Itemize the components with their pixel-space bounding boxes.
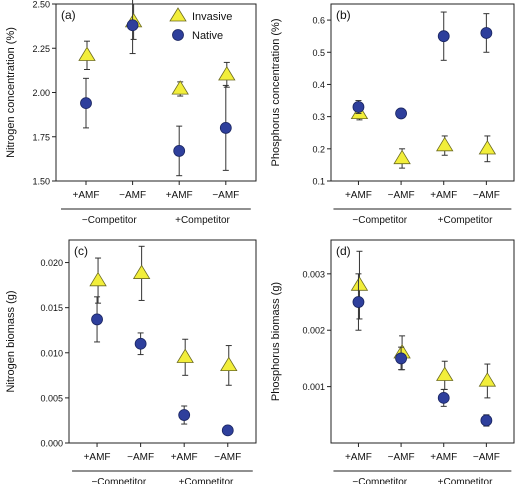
x-tick-label: −AMF: [212, 190, 239, 201]
invasive-point: [218, 66, 236, 81]
invasive-point: [220, 356, 238, 372]
x-tick-label: +AMF: [73, 190, 100, 201]
x-tick-label: +AMF: [345, 452, 372, 463]
native-point: [480, 27, 493, 39]
native-point: [395, 352, 407, 365]
legend-invasive-label: Invasive: [192, 11, 232, 23]
group-label: +Competitor: [175, 215, 230, 226]
native-point: [134, 337, 147, 350]
y-axis-label: Nitrogen biomass (g): [5, 290, 17, 392]
panel-label: (a): [61, 8, 76, 22]
panel-label: (b): [336, 8, 351, 22]
x-tick-label: +AMF: [345, 190, 372, 201]
x-tick-label: +AMF: [166, 190, 193, 201]
invasive-point: [78, 46, 96, 61]
native-point: [352, 296, 365, 308]
y-tick-label: 0.010: [40, 348, 63, 358]
invasive-point: [478, 372, 497, 387]
y-tick-label: 0.020: [40, 258, 63, 268]
legend-native-marker: [172, 29, 184, 41]
x-tick-label: −AMF: [473, 452, 500, 463]
group-label: −Competitor: [82, 215, 137, 226]
native-point: [219, 122, 232, 134]
native-point: [91, 313, 103, 326]
native-point: [480, 414, 493, 427]
native-point: [126, 19, 139, 32]
legend-native-label: Native: [192, 30, 223, 42]
native-point: [173, 145, 186, 157]
y-tick-label: 0.001: [302, 382, 325, 392]
invasive-point: [436, 366, 454, 381]
native-point: [352, 101, 365, 113]
y-tick-label: 1.50: [32, 177, 50, 187]
native-point: [437, 30, 450, 43]
invasive-point: [436, 136, 454, 152]
x-tick-label: −AMF: [388, 452, 415, 463]
y-tick-label: 0.005: [40, 393, 63, 403]
x-tick-label: −AMF: [214, 452, 241, 463]
native-point: [80, 97, 92, 110]
x-tick-label: −AMF: [473, 190, 500, 201]
native-point: [178, 409, 191, 421]
y-tick-label: 2.25: [32, 44, 50, 54]
group-label: +Competitor: [438, 477, 493, 484]
y-tick-label: 2.00: [32, 88, 50, 98]
native-point: [221, 424, 234, 437]
group-label: −Competitor: [352, 477, 407, 484]
x-tick-label: +AMF: [84, 452, 111, 463]
plot-frame: [68, 239, 257, 444]
invasive-point: [176, 348, 194, 363]
x-tick-label: −AMF: [127, 452, 154, 463]
y-tick-label: 0.003: [302, 269, 325, 279]
y-tick-label: 0.002: [302, 326, 325, 336]
y-tick-label: 0.4: [312, 80, 325, 90]
x-tick-label: +AMF: [430, 190, 457, 201]
x-tick-label: +AMF: [171, 452, 198, 463]
group-label: +Competitor: [179, 477, 234, 484]
invasive-point: [393, 149, 411, 165]
y-axis-label: Nitrogen concentration (%): [5, 27, 17, 158]
panel-label: (d): [336, 244, 351, 258]
y-tick-label: 0.1: [312, 177, 325, 187]
y-axis-label: Phosphorus concentration (%): [270, 19, 282, 167]
y-tick-label: 1.75: [32, 132, 50, 142]
y-tick-label: 2.50: [32, 0, 50, 10]
invasive-point: [89, 271, 107, 287]
y-tick-label: 0.000: [40, 439, 63, 449]
group-label: −Competitor: [91, 477, 146, 484]
y-tick-label: 0.3: [312, 112, 325, 122]
group-label: +Competitor: [438, 215, 493, 226]
y-tick-label: 0.5: [312, 48, 325, 58]
panel-label: (c): [74, 244, 88, 258]
plot-frame: [330, 3, 515, 182]
invasive-point: [478, 140, 497, 155]
y-tick-label: 0.015: [40, 303, 63, 313]
x-tick-label: +AMF: [430, 452, 457, 463]
group-label: −Competitor: [352, 215, 407, 226]
invasive-point: [171, 80, 189, 95]
plot-frame: [330, 239, 515, 444]
y-tick-label: 0.6: [312, 16, 325, 26]
x-tick-label: −AMF: [388, 190, 415, 201]
x-tick-label: −AMF: [119, 190, 146, 201]
native-point: [437, 391, 450, 404]
y-axis-label: Phosphorus biomass (g): [270, 282, 282, 401]
invasive-point: [350, 276, 369, 291]
y-tick-label: 0.2: [312, 144, 325, 154]
native-point: [395, 107, 407, 120]
legend-invasive-marker: [169, 7, 187, 22]
invasive-point: [132, 264, 151, 279]
